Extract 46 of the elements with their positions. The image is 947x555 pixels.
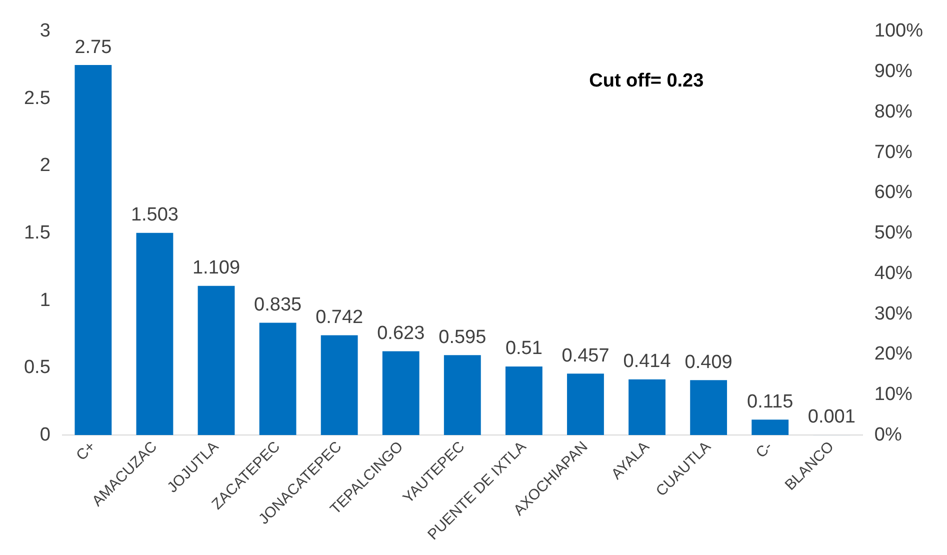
bar xyxy=(444,355,481,436)
data-label: 0.742 xyxy=(316,307,364,328)
bar xyxy=(259,322,296,436)
y-tick-label: 3 xyxy=(40,20,50,42)
data-label: 0.409 xyxy=(684,352,732,373)
bar xyxy=(752,420,789,436)
bar xyxy=(505,366,542,436)
bar xyxy=(690,380,728,436)
data-label: 0.457 xyxy=(562,345,610,366)
data-label: 1.503 xyxy=(130,204,178,226)
bar xyxy=(136,232,174,436)
y-tick-label: 1.5 xyxy=(24,222,50,244)
bar xyxy=(567,374,604,436)
data-label: 2.75 xyxy=(74,36,112,58)
y-tick-label: 2.5 xyxy=(24,88,50,109)
y2-tick-label: 40% xyxy=(874,262,913,284)
data-label: 0.414 xyxy=(623,351,672,372)
x-tick-label: C+ xyxy=(73,438,100,464)
y2-tick-label: 20% xyxy=(874,344,913,365)
y-tick-label: 1 xyxy=(40,290,50,311)
bar xyxy=(628,379,666,436)
bar xyxy=(74,65,112,436)
y2-tick-label: 10% xyxy=(874,384,913,406)
data-label: 0.51 xyxy=(505,338,542,360)
data-label: 0.595 xyxy=(438,326,486,348)
y2-tick-label: 60% xyxy=(874,182,913,204)
y2-tick-label: 70% xyxy=(874,142,913,163)
x-tick-label: C- xyxy=(752,438,776,462)
data-label: 0.623 xyxy=(377,323,425,344)
y2-tick-label: 0% xyxy=(874,424,902,446)
y2-tick-label: 90% xyxy=(874,61,913,82)
annotation: Cut off= 0.23 xyxy=(589,70,704,92)
y2-tick-label: 50% xyxy=(874,222,913,244)
data-label: 1.109 xyxy=(192,258,240,279)
y-tick-label: 2 xyxy=(40,155,50,176)
bar xyxy=(320,335,358,436)
y2-tick-label: 30% xyxy=(874,303,913,324)
data-label: 0.835 xyxy=(254,294,302,316)
y2-tick-label: 80% xyxy=(874,101,913,122)
data-label: 0.115 xyxy=(747,391,794,412)
bar xyxy=(198,286,235,436)
y-tick-label: 0 xyxy=(40,424,50,446)
y2-tick-label: 100% xyxy=(874,20,924,42)
bar xyxy=(382,351,420,436)
data-label: 0.001 xyxy=(808,406,856,428)
y-tick-label: 0.5 xyxy=(24,357,50,378)
